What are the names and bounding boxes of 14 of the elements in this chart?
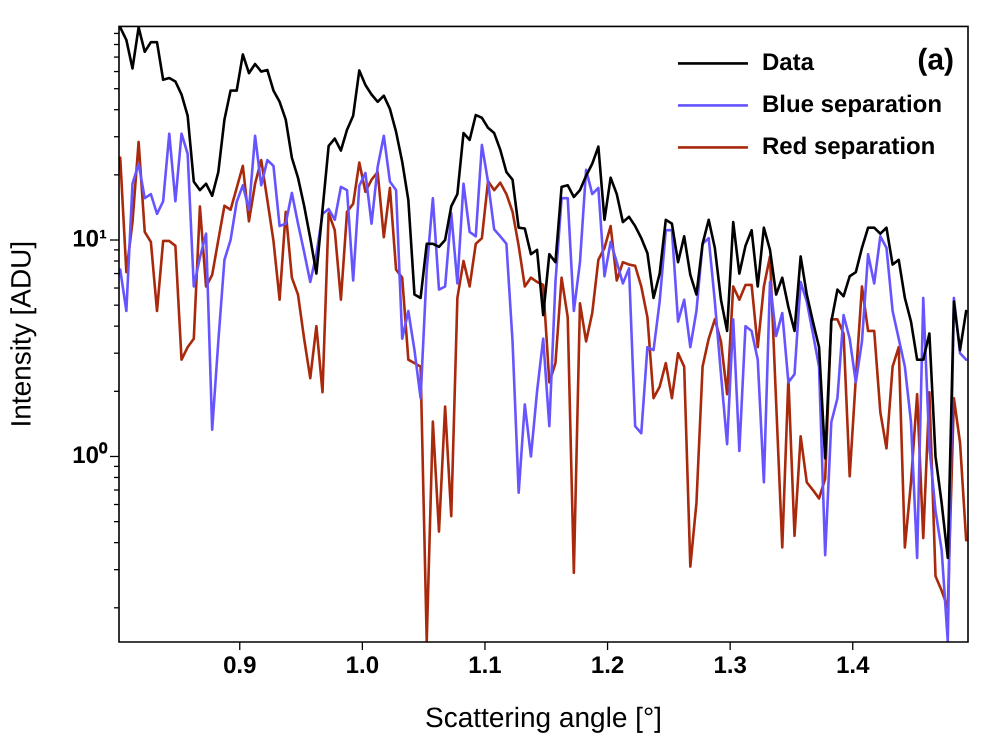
y-tick-label: 10¹ [72, 226, 108, 253]
annotation: (a) [917, 44, 954, 77]
y-tick-label: 10⁰ [72, 442, 108, 470]
x-tick-label: 0.9 [223, 652, 256, 680]
y-axis-title: Intensity [ADU] [6, 240, 37, 428]
legend-label: Red separation [762, 133, 936, 160]
x-tick-label: 1.2 [590, 652, 624, 680]
x-tick-label: 1.3 [713, 652, 747, 680]
x-tick-label: 1.0 [346, 652, 380, 680]
legend-label: Data [762, 49, 815, 76]
x-tick-label: 1.1 [468, 652, 502, 680]
x-tick-label: 1.4 [836, 652, 870, 680]
x-axis-title: Scattering angle [°] [425, 702, 662, 733]
legend-label: Blue separation [762, 91, 942, 118]
